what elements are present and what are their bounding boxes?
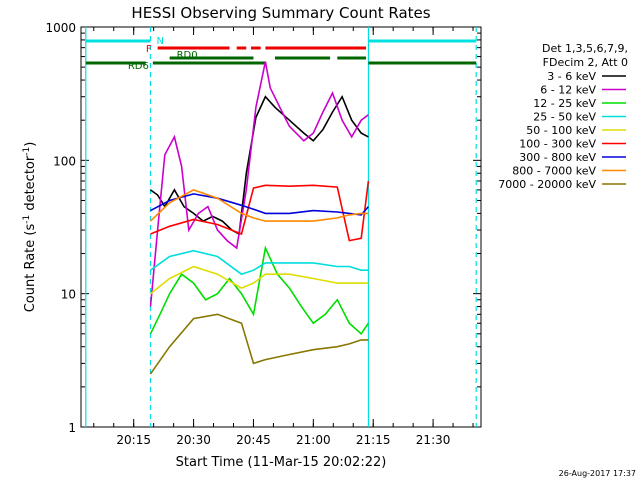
y-axis-label-mid: detector: [23, 155, 38, 215]
status-bar-label: RD6: [128, 61, 149, 72]
legend-label: 12 - 25 keV: [533, 97, 596, 110]
legend-label: 7000 - 20000 keV: [498, 178, 596, 191]
plot-frame: [80, 26, 482, 428]
status-bar-label: F: [146, 44, 152, 55]
status-bar-label: N: [156, 36, 163, 47]
y-tick-label: 1000: [45, 21, 76, 35]
series-line: [150, 193, 370, 216]
status-bars: NF RD0 RD6: [85, 36, 477, 72]
series-line: [150, 249, 369, 276]
series-line: [149, 189, 369, 222]
x-tick-label: 21:30: [416, 433, 451, 447]
y-axis: 1 10 100 1000: [45, 21, 481, 435]
x-tick-label: 21:00: [296, 433, 331, 447]
y-axis-label-sup1: -1: [22, 215, 32, 224]
y-tick-label: 10: [61, 288, 76, 302]
y-tick-label: 1: [68, 421, 76, 435]
y-axis-label-main: Count Rate (s: [23, 224, 38, 313]
legend-label: 50 - 100 keV: [526, 124, 596, 137]
chart-title: HESSI Observing Summary Count Rates: [131, 4, 430, 22]
x-tick-label: 21:15: [356, 433, 391, 447]
x-axis: 20:15 20:30 20:45 21:00 21:15 21:30: [93, 27, 474, 447]
legend-header-line1: Det 1,3,5,6,7,9,: [542, 42, 628, 55]
series-line: [150, 265, 369, 295]
legend-label: 6 - 12 keV: [540, 84, 596, 97]
series-group: [149, 61, 370, 375]
legend: Det 1,3,5,6,7,9, FDecim 2, Att 0 3 - 6 k…: [498, 42, 628, 191]
x-axis-label: Start Time (11-Mar-15 20:02:22): [176, 455, 387, 470]
footer-timestamp: 26-Aug-2017 17:37: [559, 469, 636, 478]
y-axis-label-sup2: -1: [22, 147, 32, 156]
vertical-markers: [85, 27, 477, 427]
series-line: [149, 61, 369, 307]
legend-label: 800 - 7000 keV: [512, 165, 596, 178]
y-tick-label: 100: [53, 154, 76, 168]
plot-area: 1 10 100 1000 20:15 20:30 20:45 21:00 21:15 21:3…: [45, 21, 482, 447]
series-line: [150, 94, 369, 236]
series-line: [149, 245, 370, 336]
legend-header-line2: FDecim 2, Att 0: [543, 56, 628, 69]
legend-label: 25 - 50 keV: [533, 111, 596, 124]
x-tick-label: 20:30: [176, 433, 211, 447]
x-tick-label: 20:45: [236, 433, 271, 447]
legend-label: 3 - 6 keV: [547, 70, 596, 83]
x-tick-label: 20:15: [116, 433, 151, 447]
y-axis-label: Count Rate (s-1 detector-1): [22, 142, 38, 313]
y-axis-label-end: ): [23, 142, 38, 147]
legend-label: 300 - 800 keV: [519, 151, 596, 164]
series-line: [149, 313, 369, 375]
legend-label: 100 - 300 keV: [519, 138, 596, 151]
status-bar-label: RD0: [177, 50, 198, 61]
series-line: [150, 180, 370, 242]
